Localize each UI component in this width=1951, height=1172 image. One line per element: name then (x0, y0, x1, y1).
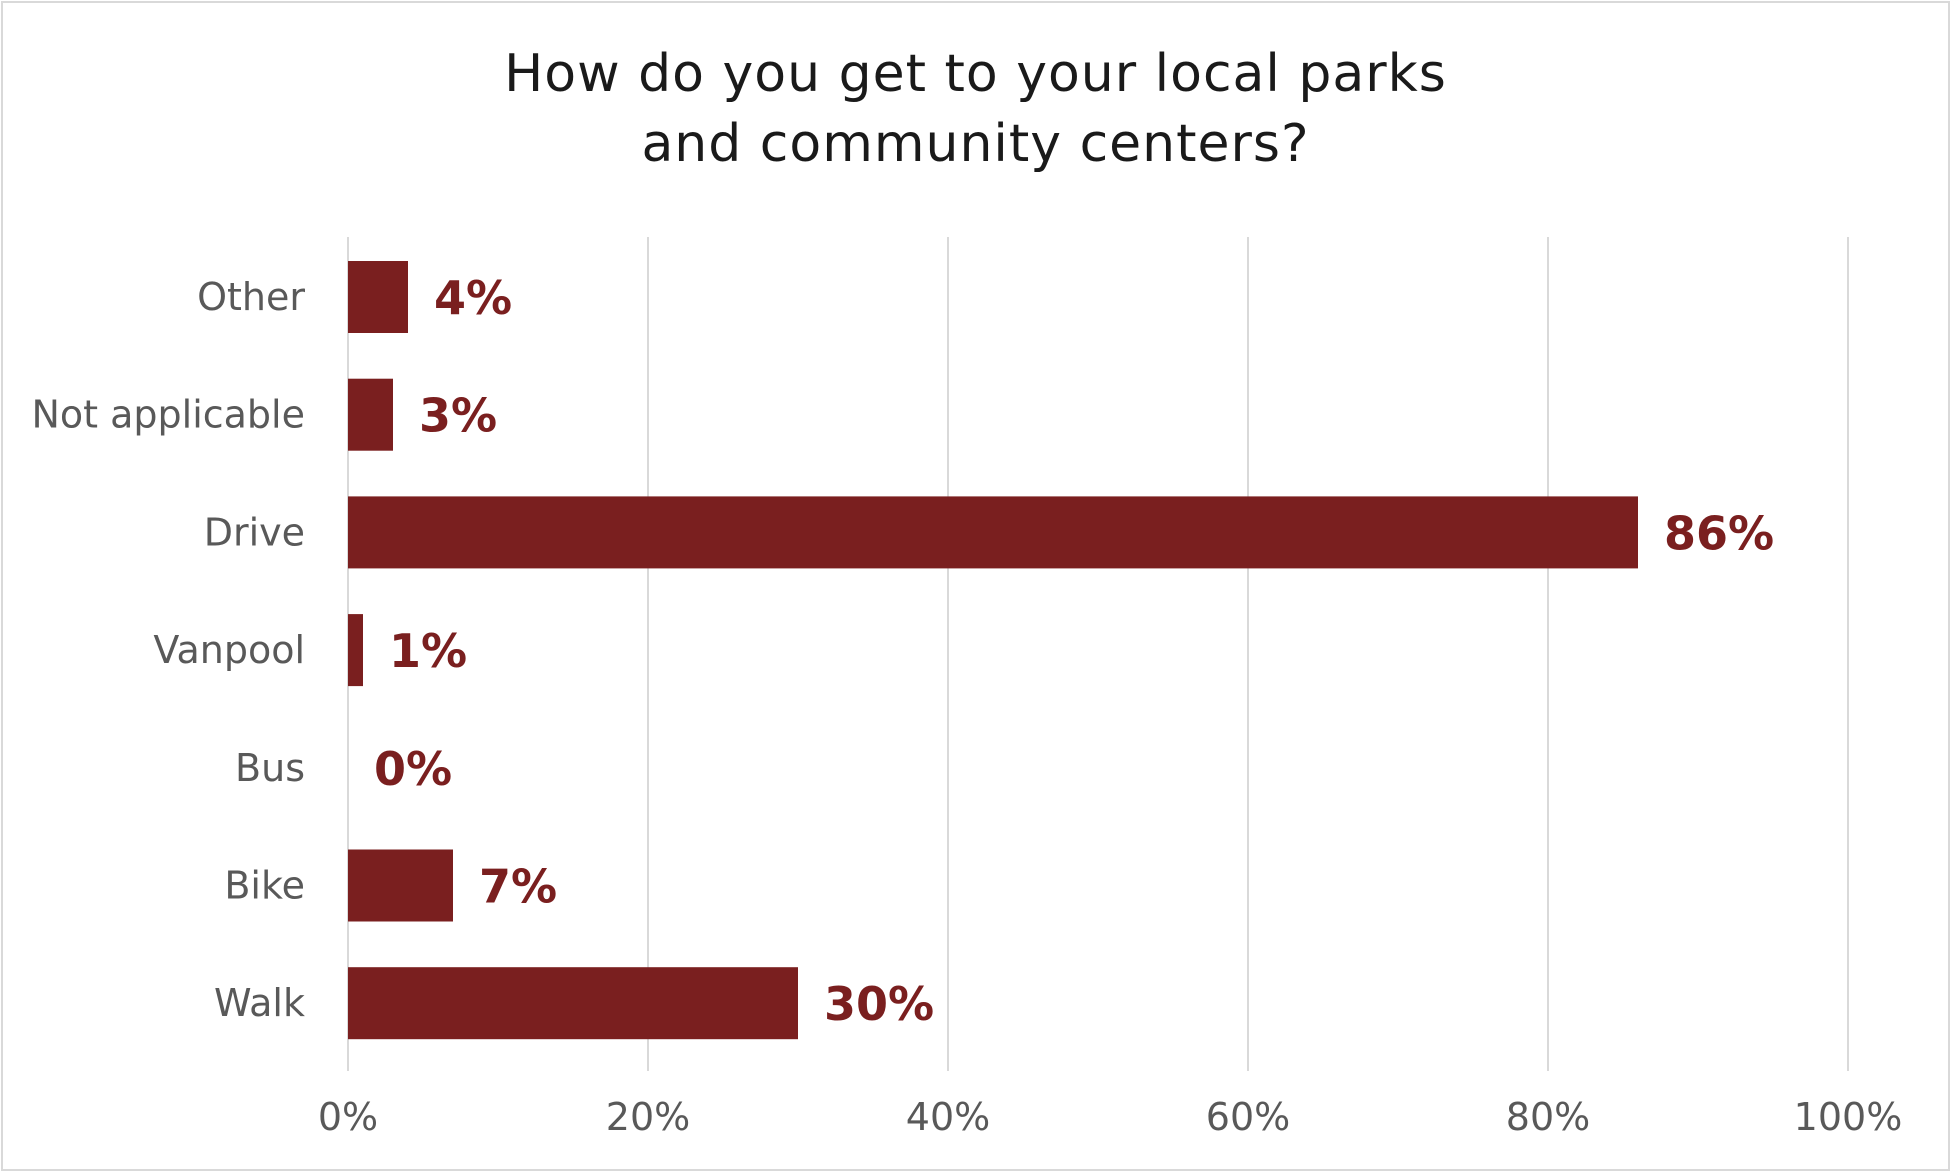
chart-title-line-1: How do you get to your local parks (504, 44, 1447, 104)
bar (348, 261, 408, 333)
data-label: 0% (374, 742, 452, 796)
data-label: 7% (479, 860, 557, 914)
category-label: Drive (204, 510, 305, 554)
bar (348, 378, 393, 451)
category-label: Vanpool (153, 628, 305, 672)
category-label: Other (197, 275, 305, 319)
x-tick-label: 40% (906, 1095, 990, 1139)
x-tick-label: 20% (606, 1095, 690, 1139)
data-label: 1% (389, 624, 467, 678)
x-tick-label: 80% (1506, 1095, 1590, 1139)
chart-title: How do you get to your local parks and c… (3, 39, 1948, 179)
category-label: Bus (235, 746, 305, 790)
category-label: Walk (214, 981, 305, 1025)
bar (348, 849, 453, 922)
bar (348, 614, 363, 687)
category-label: Bike (224, 864, 305, 908)
bar (348, 967, 798, 1040)
bar-chart-plot: 0% 20% 40% 60% 80% 100% Other 4% Not applicable 3… (31, 237, 1903, 1139)
bar (348, 496, 1638, 569)
x-tick-label: 100% (1794, 1095, 1903, 1139)
data-label: 86% (1664, 506, 1774, 560)
chart-title-line-2: and community centers? (641, 114, 1310, 174)
category-label: Not applicable (31, 393, 305, 437)
data-label: 3% (419, 389, 497, 443)
data-label: 4% (434, 271, 512, 325)
data-label: 30% (824, 977, 934, 1031)
x-tick-label: 60% (1206, 1095, 1290, 1139)
x-tick-label: 0% (318, 1095, 378, 1139)
